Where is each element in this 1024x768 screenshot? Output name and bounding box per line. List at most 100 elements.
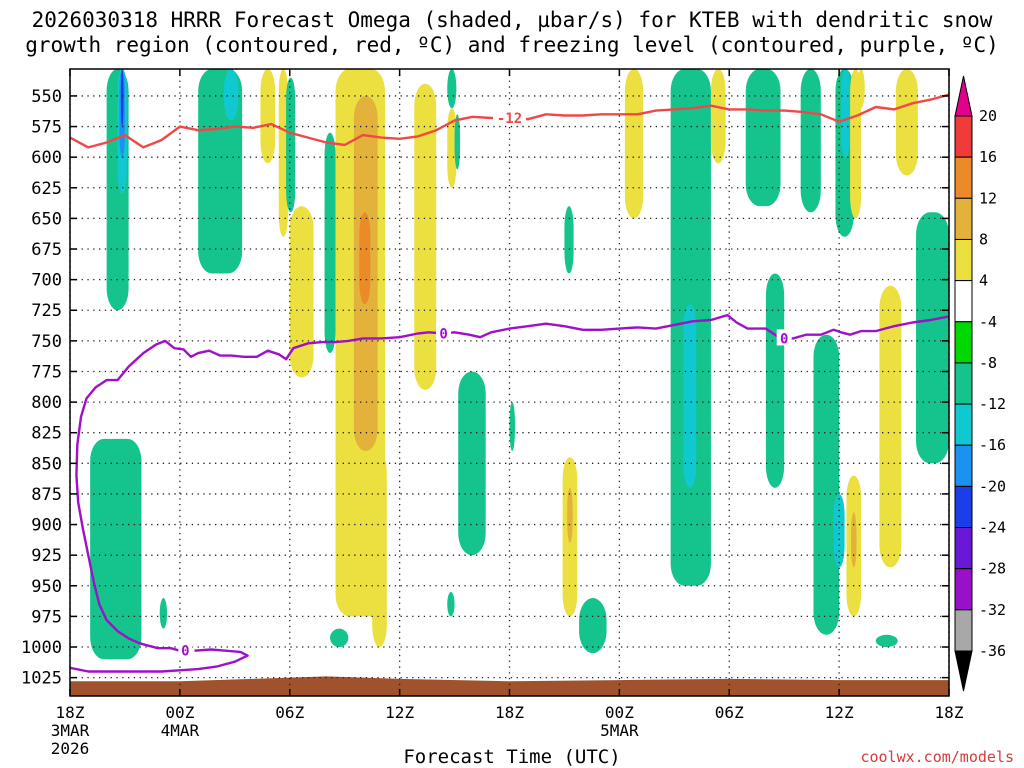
y-tick-label-550: 550 <box>31 87 62 107</box>
x-tick-label-0: 18Z <box>56 703 85 722</box>
omega-region--12 <box>223 69 239 121</box>
omega-region--12 <box>833 493 845 568</box>
x-tick-label-48: 18Z <box>935 703 964 722</box>
omega-region-4 <box>850 69 862 219</box>
omega-region-8 <box>567 487 573 543</box>
colorbar-label: -12 <box>979 395 1006 413</box>
y-tick-label-1025: 1025 <box>21 669 62 689</box>
omega-region-4 <box>289 206 314 378</box>
colorbar-label: -24 <box>979 519 1006 537</box>
y-tick-label-600: 600 <box>31 148 62 168</box>
omega-region--8 <box>447 69 457 109</box>
x-tick-label-24: 18Z <box>495 703 524 722</box>
omega-region--8 <box>458 371 486 556</box>
contour-label-bg <box>436 324 452 341</box>
contour-line-2 <box>69 648 249 673</box>
y-tick-label-800: 800 <box>31 393 62 413</box>
y-tick-label-950: 950 <box>31 577 62 597</box>
y-tick-label-750: 750 <box>31 332 62 352</box>
omega-region--8 <box>509 402 515 452</box>
omega-region--8 <box>286 77 296 213</box>
colorbar-bin <box>954 609 973 652</box>
omega-region-4 <box>278 69 288 237</box>
omega-region-4 <box>895 69 918 176</box>
colorbar-label: -16 <box>979 436 1006 454</box>
omega-region--8 <box>800 69 821 213</box>
omega-region-12 <box>359 212 371 305</box>
y-tick-label-650: 650 <box>31 209 62 229</box>
colorbar-bin <box>954 527 973 570</box>
x-tick-label-30: 00Z <box>605 703 634 722</box>
y-tick-label-900: 900 <box>31 516 62 536</box>
chart-title-line-1: 2026030318 HRRR Forecast Omega (shaded, … <box>31 8 993 32</box>
omega-region-4 <box>879 285 902 568</box>
x-tick-label-12: 06Z <box>275 703 304 722</box>
omega-region-4 <box>414 83 437 390</box>
omega-region-4 <box>624 69 644 219</box>
omega-region--8 <box>454 114 461 170</box>
axes-layer: 550 575 600 625 650 675 700 725 750 775 800 825 850 8… <box>21 68 964 758</box>
contour-label: 0 <box>439 327 447 343</box>
omega-region--8 <box>330 628 349 648</box>
y-tick-label-775: 775 <box>31 362 62 382</box>
y-tick-label-625: 625 <box>31 179 62 199</box>
x-tick-date-0: 3MAR <box>51 721 90 740</box>
colorbar-label: 4 <box>979 272 988 290</box>
colorbar-label: -8 <box>979 354 997 372</box>
omega-region--8 <box>765 273 785 488</box>
y-tick-label-825: 825 <box>31 424 62 444</box>
colorbar-arrow-bottom <box>954 650 973 692</box>
contour-label: 0 <box>780 331 788 347</box>
y-tick-label-975: 975 <box>31 607 62 627</box>
x-tick-label-42: 12Z <box>825 703 854 722</box>
omega-region--8 <box>564 206 574 274</box>
omega-region-4 <box>710 69 726 164</box>
colorbar-bin <box>954 485 973 529</box>
colorbar-arrow-top <box>954 75 973 117</box>
chart-title-line-2: growth region (contoured, red, ºC) and f… <box>25 33 999 57</box>
contour-label-bg <box>178 641 193 658</box>
contour-label: -12 <box>497 111 522 127</box>
y-tick-label-925: 925 <box>31 546 62 566</box>
colorbar-label: 12 <box>979 189 997 207</box>
contour-label-bg <box>776 329 792 346</box>
colorbar-bin <box>954 280 973 323</box>
omega-region-8 <box>851 512 857 568</box>
omega-region--8 <box>579 598 607 654</box>
y-tick-label-1000: 1000 <box>21 638 62 658</box>
contour-line-1 <box>75 313 950 652</box>
y-tick-label-850: 850 <box>31 454 62 474</box>
contour-label: 0 <box>181 644 189 660</box>
omega-region--8 <box>324 132 336 354</box>
colorbar-bin <box>954 403 973 446</box>
y-tick-label-675: 675 <box>31 240 62 260</box>
omega-region--8 <box>159 598 168 629</box>
colorbar-label: 20 <box>979 107 997 125</box>
colorbar-bin <box>954 238 973 282</box>
x-tick-label-18: 12Z <box>385 703 414 722</box>
colorbar-bin <box>954 321 973 364</box>
omega-region--12 <box>683 304 697 488</box>
omega-region--12 <box>840 69 851 158</box>
y-tick-label-700: 700 <box>31 271 62 291</box>
colorbar-label: -20 <box>979 477 1006 495</box>
omega-region--20 <box>120 69 124 127</box>
omega-region--8 <box>745 69 781 207</box>
colorbar-label: 16 <box>979 148 997 166</box>
colorbar-bin <box>954 156 973 199</box>
omega-region--8 <box>90 438 142 660</box>
omega-region-4 <box>447 108 457 188</box>
x-tick-year-0: 2026 <box>51 739 90 758</box>
y-tick-label-875: 875 <box>31 485 62 505</box>
colorbar-bin <box>954 115 973 158</box>
contour-layer: -12 0 0 0 <box>69 93 950 673</box>
colorbar-label: 8 <box>979 230 988 248</box>
colorbar-label: -28 <box>979 560 1006 578</box>
colorbar: 20 16 12 8 4 -4 -8 -12 -16 -20 -24 -28 -32 -36 <box>954 75 1006 692</box>
colorbar-bin <box>954 568 973 611</box>
colorbar-bin <box>954 197 973 240</box>
omega-region-4 <box>857 69 865 109</box>
omega-region--8 <box>916 212 949 464</box>
colorbar-label: -36 <box>979 642 1006 660</box>
